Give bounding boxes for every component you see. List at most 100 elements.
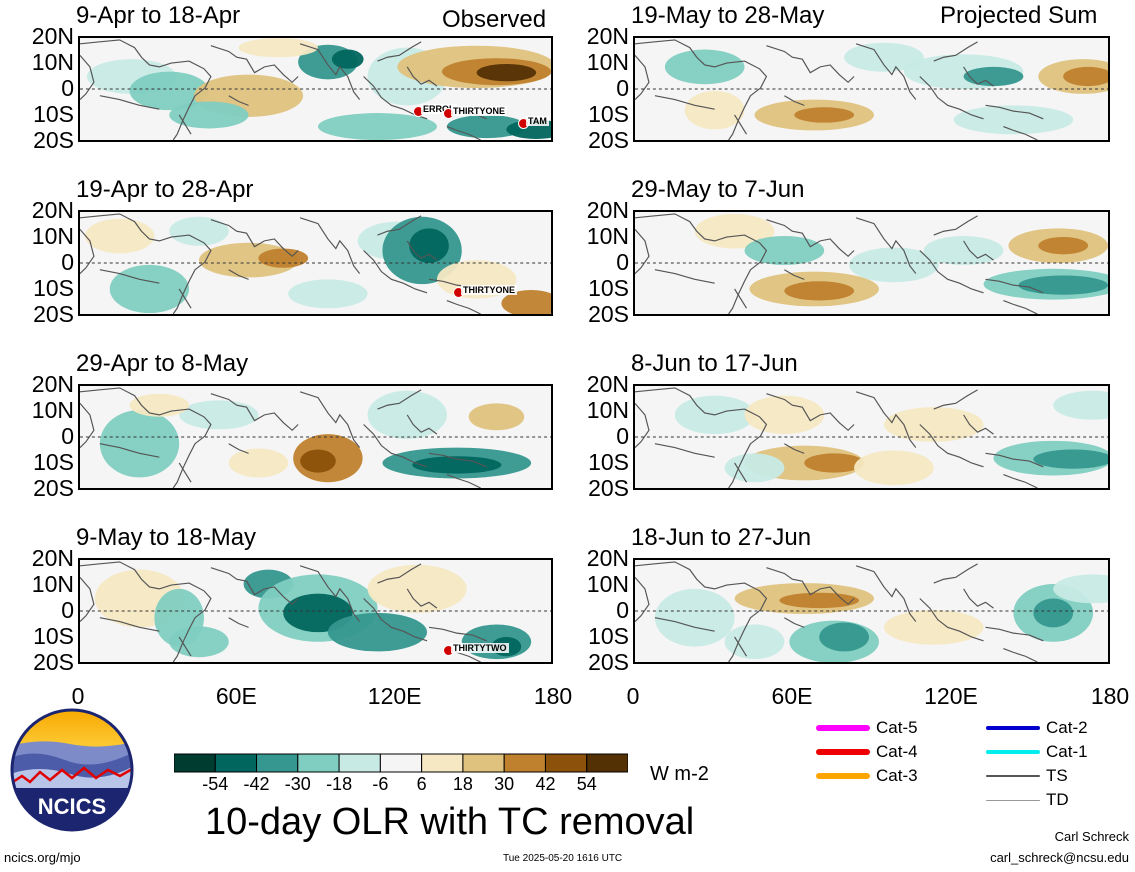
- panel-title: 18-Jun to 27-Jun: [631, 524, 812, 551]
- olr-anomaly-region: [129, 393, 190, 417]
- colorbar-swatch: [421, 753, 464, 773]
- coastline: [1003, 299, 1038, 314]
- latitude-label: 20S: [33, 127, 74, 153]
- coastline: [1003, 125, 1038, 140]
- colorbar-tick-label: -18: [326, 774, 353, 794]
- olr-anomaly-region: [501, 289, 551, 314]
- longitude-label: 60E: [771, 683, 813, 709]
- colorbar-tick-label: -42: [243, 774, 270, 794]
- storm-label: ERROL: [421, 104, 457, 114]
- coastline: [428, 452, 487, 468]
- coastline: [933, 215, 978, 236]
- coastline: [446, 473, 481, 488]
- olr-anomaly-region: [883, 610, 984, 645]
- olr-anomaly-region: [288, 279, 368, 309]
- longitude-label: 120E: [367, 683, 422, 709]
- coastline: [784, 269, 805, 280]
- olr-anomaly-region: [1053, 390, 1108, 420]
- colorbar-tick-label: -54: [202, 774, 229, 794]
- coastline: [299, 391, 361, 448]
- coastline: [210, 393, 299, 432]
- coastline: [734, 288, 748, 309]
- tc-legend-label: Cat-5: [876, 718, 918, 737]
- panel-title: 19-May to 28-May: [631, 2, 825, 29]
- coastline: [1003, 647, 1038, 662]
- coastline: [99, 443, 160, 458]
- coastline: [299, 43, 361, 100]
- coastline: [919, 250, 984, 294]
- footer-timestamp: Tue 2025-05-20 1616 UTC: [503, 853, 623, 864]
- logo-text: NCICS: [38, 794, 106, 819]
- latitude-label: 0: [616, 249, 629, 275]
- olr-anomaly-region: [854, 450, 934, 486]
- panel-title: 8-Jun to 17-Jun: [631, 350, 798, 377]
- olr-map-panel: [633, 36, 1110, 142]
- coastline: [228, 617, 249, 628]
- coastline: [228, 95, 249, 106]
- colorbar-tick-label: 30: [494, 774, 515, 794]
- colorbar-unit: W m-2: [650, 763, 709, 785]
- colorbar-swatch: [586, 753, 629, 773]
- tc-legend-label: TS: [1046, 766, 1068, 785]
- olr-anomaly-region: [794, 107, 855, 123]
- coastline: [80, 576, 95, 622]
- coastline: [377, 389, 422, 410]
- longitude-label: 180: [1090, 683, 1130, 709]
- tc-legend-line: [986, 750, 1040, 754]
- coastline: [985, 104, 1044, 120]
- coastline: [406, 66, 438, 87]
- storm-label: THIRTYONE: [461, 285, 518, 295]
- coastline: [99, 617, 160, 632]
- colorbar-tick-label: -6: [372, 774, 389, 794]
- olr-anomaly-region: [784, 281, 855, 301]
- latitude-label: 10S: [588, 449, 629, 475]
- coastline: [985, 626, 1044, 642]
- tc-legend-label: TD: [1046, 790, 1069, 809]
- coastline: [80, 561, 212, 662]
- olr-anomaly-region: [367, 390, 447, 439]
- coastline: [406, 240, 438, 261]
- olr-anomaly-region: [412, 456, 502, 474]
- coastline: [933, 41, 978, 62]
- coastline: [210, 219, 299, 258]
- coastline: [80, 387, 212, 488]
- longitude-label: 0: [626, 683, 640, 709]
- latitude-label: 10N: [31, 397, 74, 423]
- coastline: [80, 54, 95, 100]
- olr-anomaly-region: [367, 564, 467, 613]
- coastline: [228, 443, 249, 454]
- coastline: [855, 565, 917, 622]
- coastline: [80, 228, 95, 274]
- latitude-label: 0: [61, 249, 74, 275]
- coastline: [734, 636, 748, 657]
- olr-anomaly-region: [1018, 275, 1108, 295]
- coastline: [734, 462, 748, 483]
- olr-anomaly-region: [1038, 237, 1089, 255]
- olr-anomaly-region: [684, 90, 745, 130]
- ncics-logo: NCICS: [10, 708, 134, 832]
- olr-anomaly-region: [1053, 574, 1108, 604]
- olr-map-panel: [633, 558, 1110, 664]
- olr-map-panel: [78, 36, 553, 142]
- coastline: [933, 563, 978, 584]
- coastline: [635, 561, 768, 662]
- olr-anomaly-region: [779, 592, 860, 609]
- observed-header: Observed: [442, 6, 547, 33]
- latitude-label: 20N: [31, 545, 74, 571]
- coastline: [963, 240, 994, 261]
- coastline: [228, 269, 249, 280]
- latitude-label: 10S: [33, 623, 74, 649]
- panel-title: 29-Apr to 8-May: [76, 350, 249, 377]
- panel-title: 19-Apr to 28-Apr: [76, 176, 254, 203]
- footer-email[interactable]: carl_schreck@ncsu.edu: [990, 850, 1129, 865]
- footer-site[interactable]: ncics.org/mjo: [4, 850, 81, 865]
- projected-header: Projected Sum: [940, 2, 1098, 29]
- coastline: [210, 567, 299, 606]
- latitude-label: 20N: [586, 23, 629, 49]
- panel-title: 9-May to 18-May: [76, 524, 257, 551]
- colorbar: [173, 753, 629, 778]
- coastline: [80, 39, 212, 140]
- coastline: [766, 45, 855, 84]
- latitude-label: 0: [61, 597, 74, 623]
- latitude-label: 20N: [586, 545, 629, 571]
